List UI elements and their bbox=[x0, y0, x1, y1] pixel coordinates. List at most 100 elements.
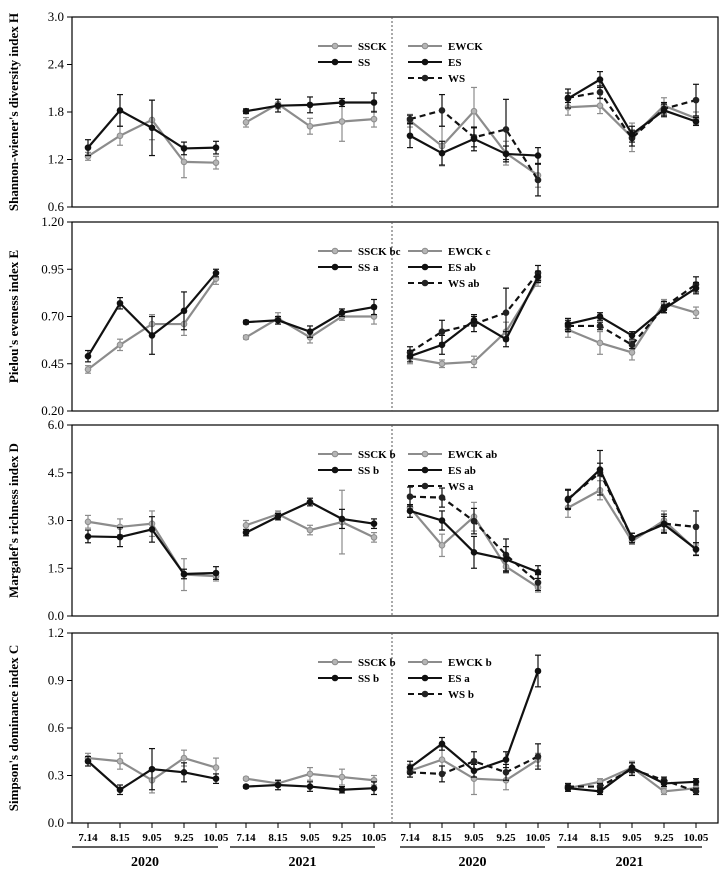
data-point bbox=[212, 159, 220, 166]
legend-marker bbox=[421, 42, 429, 50]
data-point bbox=[84, 518, 92, 526]
data-point bbox=[470, 316, 478, 324]
data-point bbox=[438, 328, 446, 335]
data-point bbox=[470, 135, 478, 143]
x-tick-label: 8.15 bbox=[432, 832, 452, 844]
data-point bbox=[660, 521, 668, 528]
legend-marker bbox=[331, 58, 339, 66]
data-point bbox=[84, 352, 92, 360]
x-tick-label: 9.25 bbox=[496, 832, 516, 844]
data-point bbox=[596, 76, 604, 83]
legend-marker bbox=[331, 263, 339, 271]
y-tick-label: 6.0 bbox=[48, 417, 64, 432]
y-axis-label: Simpson's dominance index C bbox=[6, 645, 21, 812]
y-tick-label: 0.9 bbox=[48, 673, 64, 688]
y-tick-label: 0.45 bbox=[41, 356, 64, 371]
data-point bbox=[338, 309, 346, 317]
data-point bbox=[84, 144, 92, 151]
y-tick-label: 1.2 bbox=[48, 152, 64, 167]
data-point bbox=[180, 754, 188, 762]
legend-marker bbox=[421, 450, 429, 458]
legend-marker bbox=[421, 279, 429, 287]
data-point bbox=[148, 765, 156, 773]
data-point bbox=[470, 757, 478, 765]
y-tick-label: 1.20 bbox=[41, 214, 64, 229]
legend-marker bbox=[331, 674, 339, 682]
data-point bbox=[242, 107, 250, 115]
series-black bbox=[406, 270, 542, 363]
legend-label: SS bbox=[358, 57, 370, 69]
series-black bbox=[84, 516, 220, 580]
data-point bbox=[306, 122, 314, 130]
data-point bbox=[534, 667, 542, 675]
data-point bbox=[406, 352, 414, 360]
y-tick-label: 0.0 bbox=[48, 815, 64, 830]
data-point bbox=[564, 784, 572, 792]
data-point bbox=[438, 770, 446, 778]
data-point bbox=[148, 526, 156, 533]
data-point bbox=[406, 493, 414, 500]
data-point bbox=[84, 366, 92, 373]
y-tick-label: 0.95 bbox=[41, 261, 64, 276]
data-point bbox=[692, 545, 700, 553]
data-point bbox=[116, 107, 124, 114]
panel-1: 0.6 1.2 1.8 2.4 3.0 Shannon-wiener's diversit… bbox=[6, 9, 719, 214]
legend-label: WS bbox=[448, 73, 465, 85]
data-point bbox=[502, 769, 510, 776]
x-tick-label: 10.05 bbox=[362, 832, 387, 844]
x-tick-label: 10.05 bbox=[684, 832, 709, 844]
y-tick-label: 1.8 bbox=[48, 104, 64, 119]
data-point bbox=[470, 107, 478, 115]
panel-4: 0.0 0.3 0.6 0.9 1.2 Simpson's dominance index… bbox=[6, 625, 719, 844]
data-point bbox=[564, 496, 572, 504]
legend-label: SSCK bc bbox=[358, 246, 401, 258]
data-point bbox=[564, 95, 572, 102]
data-point bbox=[406, 507, 414, 515]
y-tick-label: 0.70 bbox=[41, 309, 64, 324]
data-point bbox=[338, 99, 346, 106]
series-black bbox=[564, 462, 700, 557]
data-point bbox=[116, 757, 124, 765]
data-point bbox=[534, 176, 542, 184]
series-line bbox=[567, 287, 697, 337]
legend-marker bbox=[421, 74, 429, 82]
data-point bbox=[692, 523, 700, 531]
x-tick-label: 9.05 bbox=[464, 832, 484, 844]
series-black bbox=[242, 92, 378, 115]
data-point bbox=[502, 556, 510, 563]
data-point bbox=[438, 149, 446, 157]
x-tick-label: 7.14 bbox=[236, 832, 256, 844]
data-point bbox=[502, 335, 510, 343]
data-point bbox=[628, 130, 636, 138]
y-tick-label: 4.5 bbox=[48, 465, 64, 480]
data-point bbox=[534, 753, 542, 760]
legend-marker bbox=[421, 690, 429, 698]
legend-label: WS ab bbox=[448, 278, 480, 290]
series-black bbox=[406, 654, 542, 778]
data-point bbox=[438, 107, 446, 114]
data-point bbox=[596, 466, 604, 473]
legend-marker bbox=[421, 658, 429, 666]
legend-marker bbox=[421, 482, 429, 490]
y-axis-label: Shannon-wiener's diversity index H bbox=[6, 13, 21, 211]
series-line bbox=[568, 283, 697, 347]
data-point bbox=[660, 780, 668, 787]
data-point bbox=[180, 307, 188, 315]
data-point bbox=[502, 309, 510, 317]
data-point bbox=[660, 107, 668, 114]
data-point bbox=[692, 309, 700, 317]
series-black bbox=[242, 497, 378, 537]
x-tick-label: 9.25 bbox=[654, 832, 674, 844]
legend-label: SSCK b bbox=[358, 657, 396, 669]
legend-label: ES a bbox=[448, 673, 470, 685]
data-point bbox=[628, 349, 636, 356]
x-tick-label: 8.15 bbox=[268, 832, 288, 844]
series-dash bbox=[564, 449, 700, 544]
data-point bbox=[406, 764, 414, 771]
data-point bbox=[180, 769, 188, 776]
legend-marker bbox=[421, 247, 429, 255]
data-point bbox=[534, 568, 542, 576]
y-tick-label: 0.6 bbox=[48, 720, 65, 735]
data-point bbox=[370, 520, 378, 527]
legend-marker bbox=[421, 263, 429, 271]
